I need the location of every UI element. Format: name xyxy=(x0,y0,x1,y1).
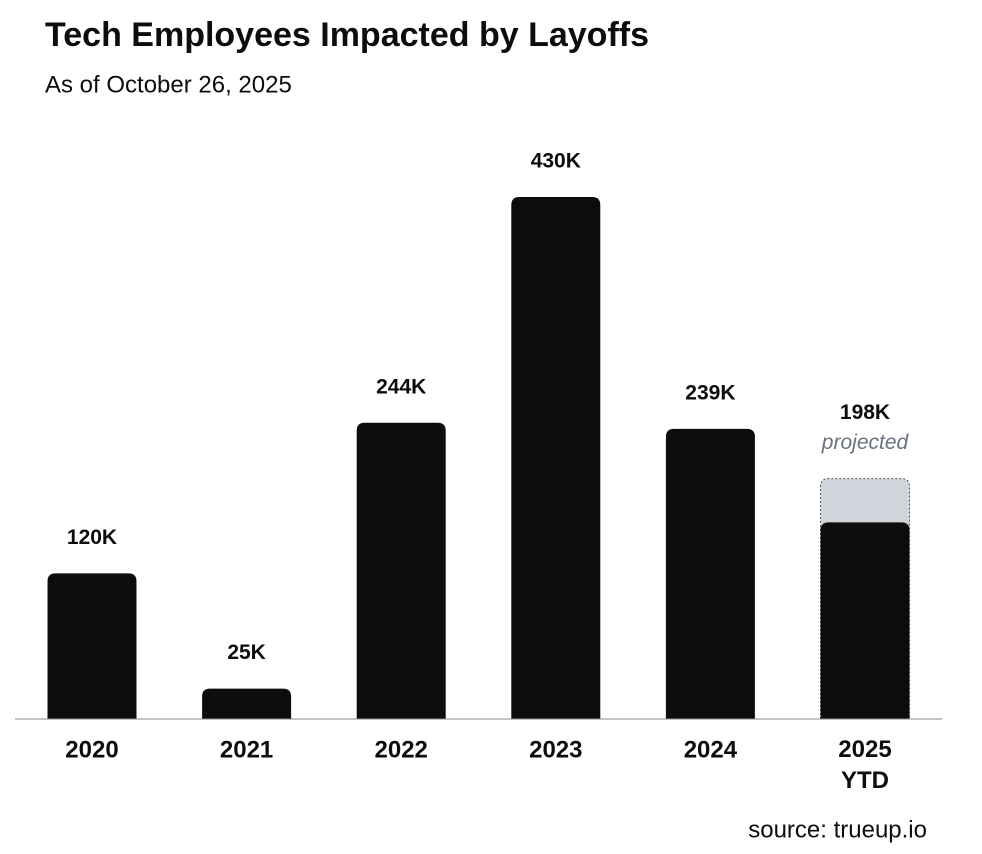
chart-subtitle: As of October 26, 2025 xyxy=(45,71,292,98)
chart-title: Tech Employees Impacted by Layoffs xyxy=(45,16,649,54)
bar xyxy=(820,522,910,719)
bar xyxy=(511,197,601,719)
bar xyxy=(356,422,446,719)
projected-note: projected xyxy=(821,431,910,454)
x-tick-label: 2020 xyxy=(65,736,118,763)
value-label: 239K xyxy=(685,381,735,404)
x-tick-label: 2021 xyxy=(220,736,273,763)
x-tick-label: 2024 xyxy=(684,736,738,763)
bar xyxy=(665,428,755,719)
value-label: 430K xyxy=(531,150,581,173)
x-tick-label: 2023 xyxy=(529,736,582,763)
value-label: 25K xyxy=(227,641,266,664)
value-label: 244K xyxy=(376,375,426,398)
bar xyxy=(47,573,137,719)
bar xyxy=(202,688,292,719)
x-tick-label: 2025 YTD xyxy=(838,736,891,794)
source: source: trueup.io xyxy=(748,816,927,843)
value-label: 198K xyxy=(840,401,890,424)
value-label: 120K xyxy=(67,526,117,549)
x-tick-label: 2022 xyxy=(375,736,428,763)
